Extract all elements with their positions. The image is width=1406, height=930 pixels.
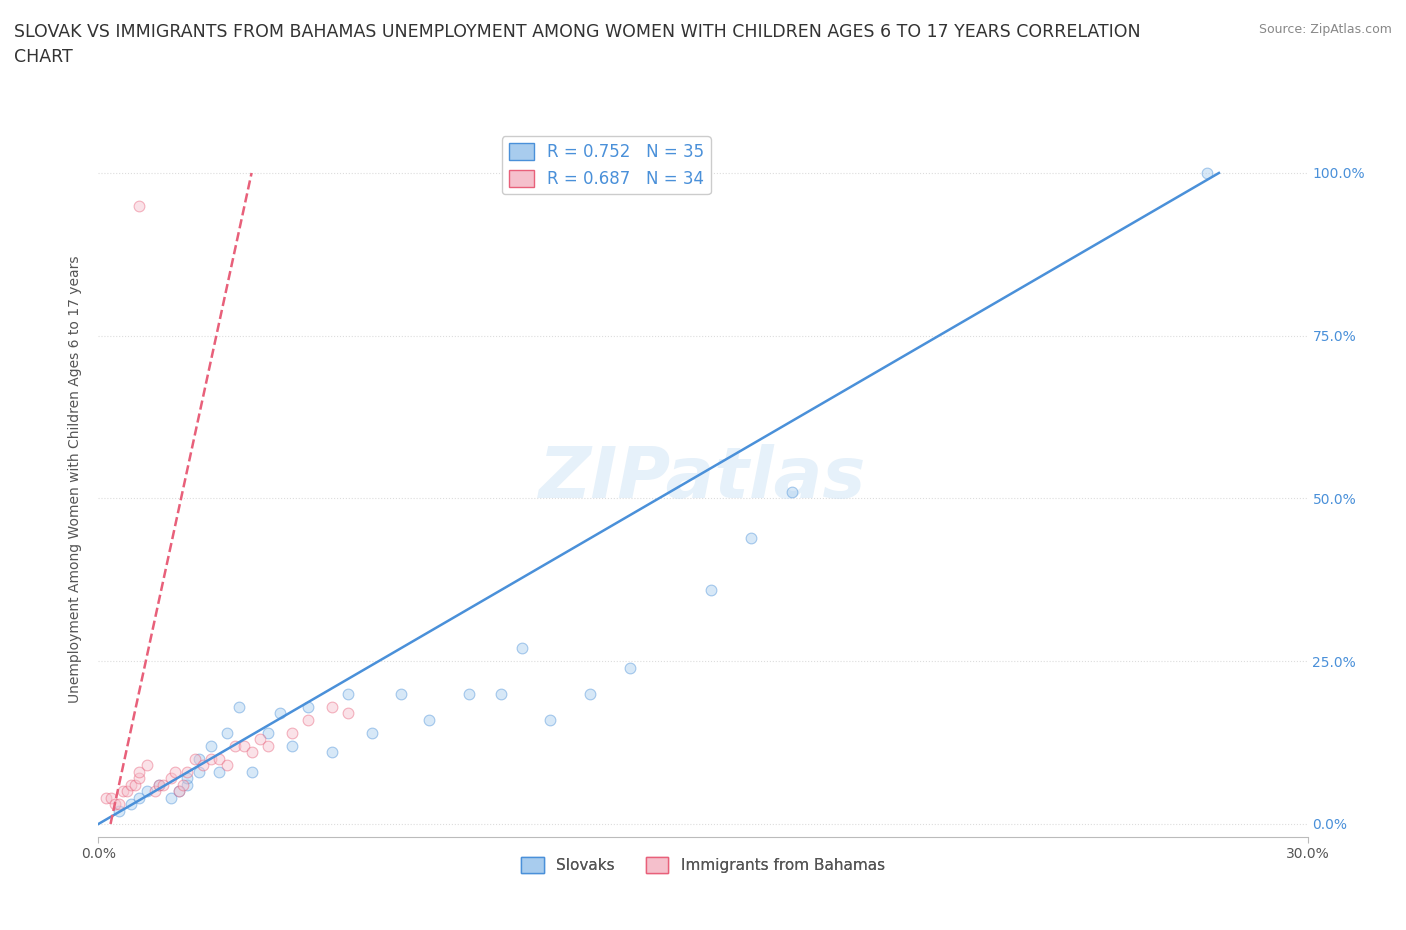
- Point: [120, 777, 142, 792]
- Point: [111, 784, 134, 799]
- Text: ZIPatlas: ZIPatlas: [540, 445, 866, 513]
- Point: [337, 706, 360, 721]
- Point: [103, 797, 125, 812]
- Point: [128, 198, 150, 213]
- Point: [96, 790, 118, 805]
- Point: [148, 777, 170, 792]
- Text: SLOVAK VS IMMIGRANTS FROM BAHAMAS UNEMPLOYMENT AMONG WOMEN WITH CHILDREN AGES 6 : SLOVAK VS IMMIGRANTS FROM BAHAMAS UNEMPL…: [14, 23, 1140, 66]
- Point: [740, 530, 762, 545]
- Point: [135, 758, 157, 773]
- Point: [337, 686, 360, 701]
- Point: [297, 699, 319, 714]
- Point: [579, 686, 602, 701]
- Point: [1195, 166, 1218, 180]
- Point: [115, 784, 138, 799]
- Point: [297, 712, 319, 727]
- Point: [281, 725, 304, 740]
- Point: [224, 738, 246, 753]
- Point: [538, 712, 561, 727]
- Point: [510, 641, 533, 656]
- Point: [163, 764, 186, 779]
- Point: [176, 771, 198, 786]
- Text: Source: ZipAtlas.com: Source: ZipAtlas.com: [1258, 23, 1392, 36]
- Point: [188, 764, 211, 779]
- Point: [128, 764, 150, 779]
- Point: [107, 804, 129, 818]
- Point: [128, 771, 150, 786]
- Point: [249, 732, 271, 747]
- Point: [160, 771, 183, 786]
- Point: [256, 725, 278, 740]
- Point: [184, 751, 207, 766]
- Point: [200, 738, 222, 753]
- Point: [208, 764, 231, 779]
- Point: [217, 725, 239, 740]
- Point: [240, 764, 263, 779]
- Point: [167, 784, 190, 799]
- Point: [217, 758, 239, 773]
- Point: [281, 738, 304, 753]
- Point: [200, 751, 222, 766]
- Point: [418, 712, 440, 727]
- Point: [143, 784, 166, 799]
- Point: [491, 686, 513, 701]
- Point: [389, 686, 412, 701]
- Point: [228, 699, 250, 714]
- Point: [176, 764, 198, 779]
- Point: [176, 777, 198, 792]
- Point: [128, 790, 150, 805]
- Point: [321, 699, 343, 714]
- Point: [321, 745, 343, 760]
- Legend: Slovaks, Immigrants from Bahamas: Slovaks, Immigrants from Bahamas: [515, 851, 891, 880]
- Point: [232, 738, 254, 753]
- Point: [361, 725, 384, 740]
- Point: [193, 758, 215, 773]
- Point: [152, 777, 174, 792]
- Point: [780, 485, 803, 499]
- Point: [269, 706, 291, 721]
- Point: [619, 660, 641, 675]
- Point: [135, 784, 157, 799]
- Point: [188, 751, 211, 766]
- Point: [172, 777, 194, 792]
- Point: [124, 777, 146, 792]
- Point: [700, 582, 723, 597]
- Point: [160, 790, 183, 805]
- Point: [240, 745, 263, 760]
- Point: [256, 738, 278, 753]
- Point: [148, 777, 170, 792]
- Point: [107, 797, 129, 812]
- Y-axis label: Unemployment Among Women with Children Ages 6 to 17 years: Unemployment Among Women with Children A…: [69, 255, 83, 703]
- Point: [208, 751, 231, 766]
- Point: [100, 790, 122, 805]
- Point: [167, 784, 190, 799]
- Point: [120, 797, 142, 812]
- Point: [458, 686, 481, 701]
